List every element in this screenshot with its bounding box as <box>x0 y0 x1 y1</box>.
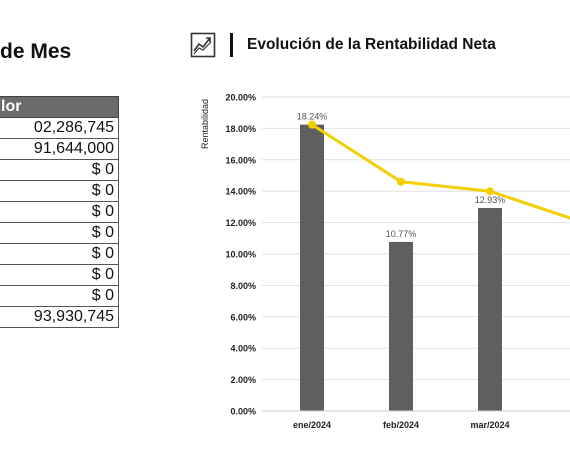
y-tick-label: 10.00% <box>225 250 256 260</box>
bar-data-label: 12.93% <box>475 195 506 205</box>
y-tick-label: 20.00% <box>225 93 256 103</box>
y-tick-label: 16.00% <box>225 155 256 165</box>
x-tick-label: ene/2024 <box>293 420 331 430</box>
left-panel-title: de Mes <box>0 40 72 63</box>
table-row: $ 0 <box>0 159 119 181</box>
y-tick-label: 12.00% <box>225 218 256 228</box>
x-tick-label: mar/2024 <box>470 420 509 430</box>
trend-chart-icon <box>190 32 216 58</box>
bar <box>478 207 502 411</box>
header-divider <box>230 33 233 57</box>
table-row: $ 0 <box>0 201 119 223</box>
y-tick-label: 8.00% <box>230 281 256 291</box>
y-tick-label: 6.00% <box>230 312 256 322</box>
y-tick-label: 0.00% <box>230 407 256 417</box>
chart-header: Evolución de la Rentabilidad Neta <box>190 30 496 60</box>
table-row: $ 0 <box>0 243 119 265</box>
value-table: lor 02,286,745 91,644,000 $ 0 $ 0 $ 0 $ … <box>0 96 119 328</box>
line-series <box>311 123 570 220</box>
table-header-row: lor <box>0 96 119 118</box>
y-tick-label: 14.00% <box>225 187 256 197</box>
y-tick-label: 4.00% <box>230 344 256 354</box>
y-tick-label: 2.00% <box>230 375 256 385</box>
x-tick-label: feb/2024 <box>383 420 419 430</box>
bar-data-label: 18.24% <box>297 112 328 122</box>
table-cell-total: 93,930,745 <box>0 306 119 328</box>
line-point <box>486 187 494 196</box>
bar <box>300 124 324 411</box>
line-point <box>397 177 405 186</box>
table-row-total: 93,930,745 <box>0 306 119 328</box>
bar-data-label: 10.77% <box>386 229 417 239</box>
table-header-cell: lor <box>0 96 119 118</box>
chart-title: Evolución de la Rentabilidad Neta <box>247 36 496 53</box>
y-axis-label: Rentabilidad <box>200 99 210 149</box>
table-cell-value: $ 0 <box>0 201 119 223</box>
table-cell-value: $ 0 <box>0 243 119 265</box>
table-cell-value: $ 0 <box>0 159 119 181</box>
bar <box>389 241 413 411</box>
y-tick-label: 18.00% <box>225 124 256 134</box>
line-point <box>308 120 316 129</box>
